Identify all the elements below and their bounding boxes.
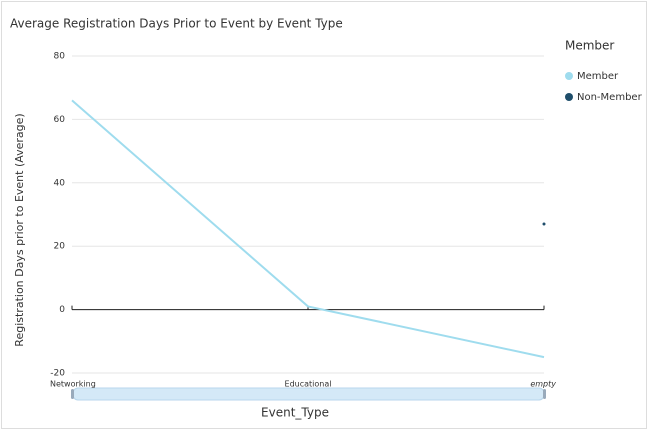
scroll-handle[interactable] (71, 389, 74, 399)
y-tick-label: 60 (54, 115, 66, 125)
y-tick-label: 80 (54, 52, 66, 62)
series-line (71, 99, 545, 359)
series-point (542, 222, 546, 226)
legend-label: Member (577, 71, 619, 82)
y-tick-label: 40 (54, 178, 66, 188)
scroll-handle[interactable] (543, 389, 546, 399)
y-tick-label: 20 (54, 242, 66, 252)
x-tick-label: empty (530, 380, 556, 389)
legend-label: Non-Member (577, 92, 643, 103)
legend-title: Member (565, 39, 614, 53)
scrollbar[interactable] (72, 387, 545, 401)
y-tick-label: 0 (59, 305, 65, 315)
x-tick-label: Educational (285, 380, 332, 389)
x-axis-title: Event_Type (261, 406, 329, 420)
chart-title: Average Registration Days Prior to Event… (10, 17, 343, 31)
legend-marker (565, 72, 573, 80)
x-tick-label: Networking (50, 380, 96, 389)
legend-marker (565, 93, 573, 101)
y-axis-title: Registration Days prior to Event (Averag… (13, 113, 26, 346)
y-tick-label: -20 (50, 369, 65, 379)
